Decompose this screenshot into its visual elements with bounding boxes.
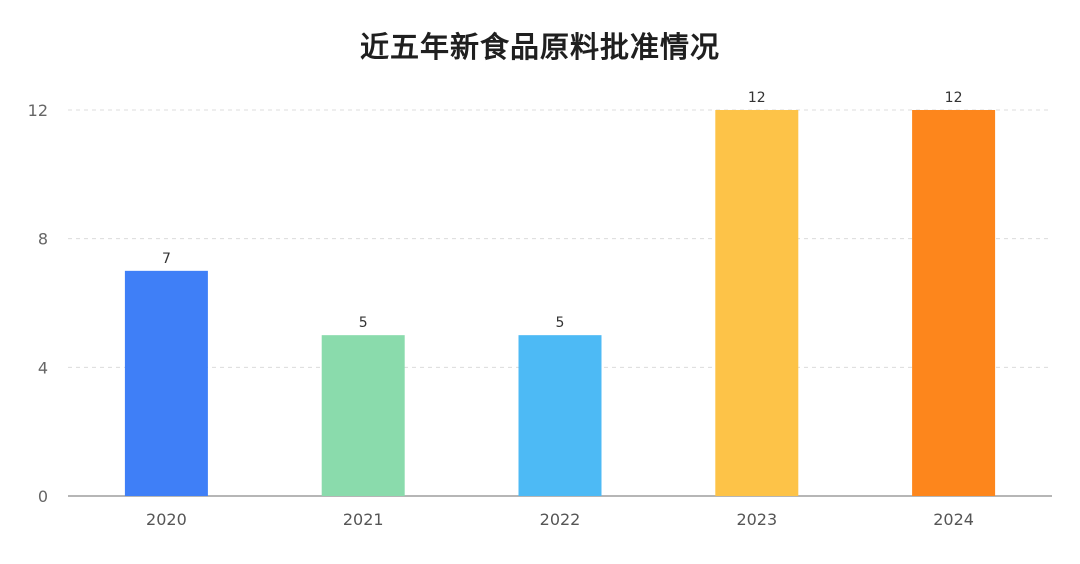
data-label-2021: 5	[359, 315, 368, 331]
x-tick-label-2024: 2024	[933, 510, 974, 529]
data-label-2020: 7	[162, 251, 171, 267]
y-tick-label: 12	[28, 101, 48, 120]
bar-2020	[124, 270, 208, 496]
labels-layer: 0 4 8 12 7 2020 5 2021 5 2022 12 2023 12 2024	[28, 90, 974, 529]
x-tick-label-2020: 2020	[146, 510, 187, 529]
x-tick-label-2022: 2022	[540, 510, 581, 529]
bar-2021	[321, 335, 405, 496]
data-label-2022: 5	[556, 315, 565, 331]
data-label-2024: 12	[945, 90, 963, 106]
bar-2022	[518, 335, 602, 496]
y-tick-label: 4	[38, 358, 48, 377]
chart-title: 近五年新食品原料批准情况	[359, 30, 720, 64]
y-tick-label: 8	[38, 230, 48, 249]
bar-2023	[715, 110, 799, 496]
x-tick-label-2023: 2023	[736, 510, 777, 529]
x-tick-label-2021: 2021	[343, 510, 384, 529]
y-tick-label: 0	[38, 487, 48, 506]
bar-2024	[912, 110, 996, 496]
data-label-2023: 12	[748, 90, 766, 106]
bars-layer	[124, 110, 996, 496]
